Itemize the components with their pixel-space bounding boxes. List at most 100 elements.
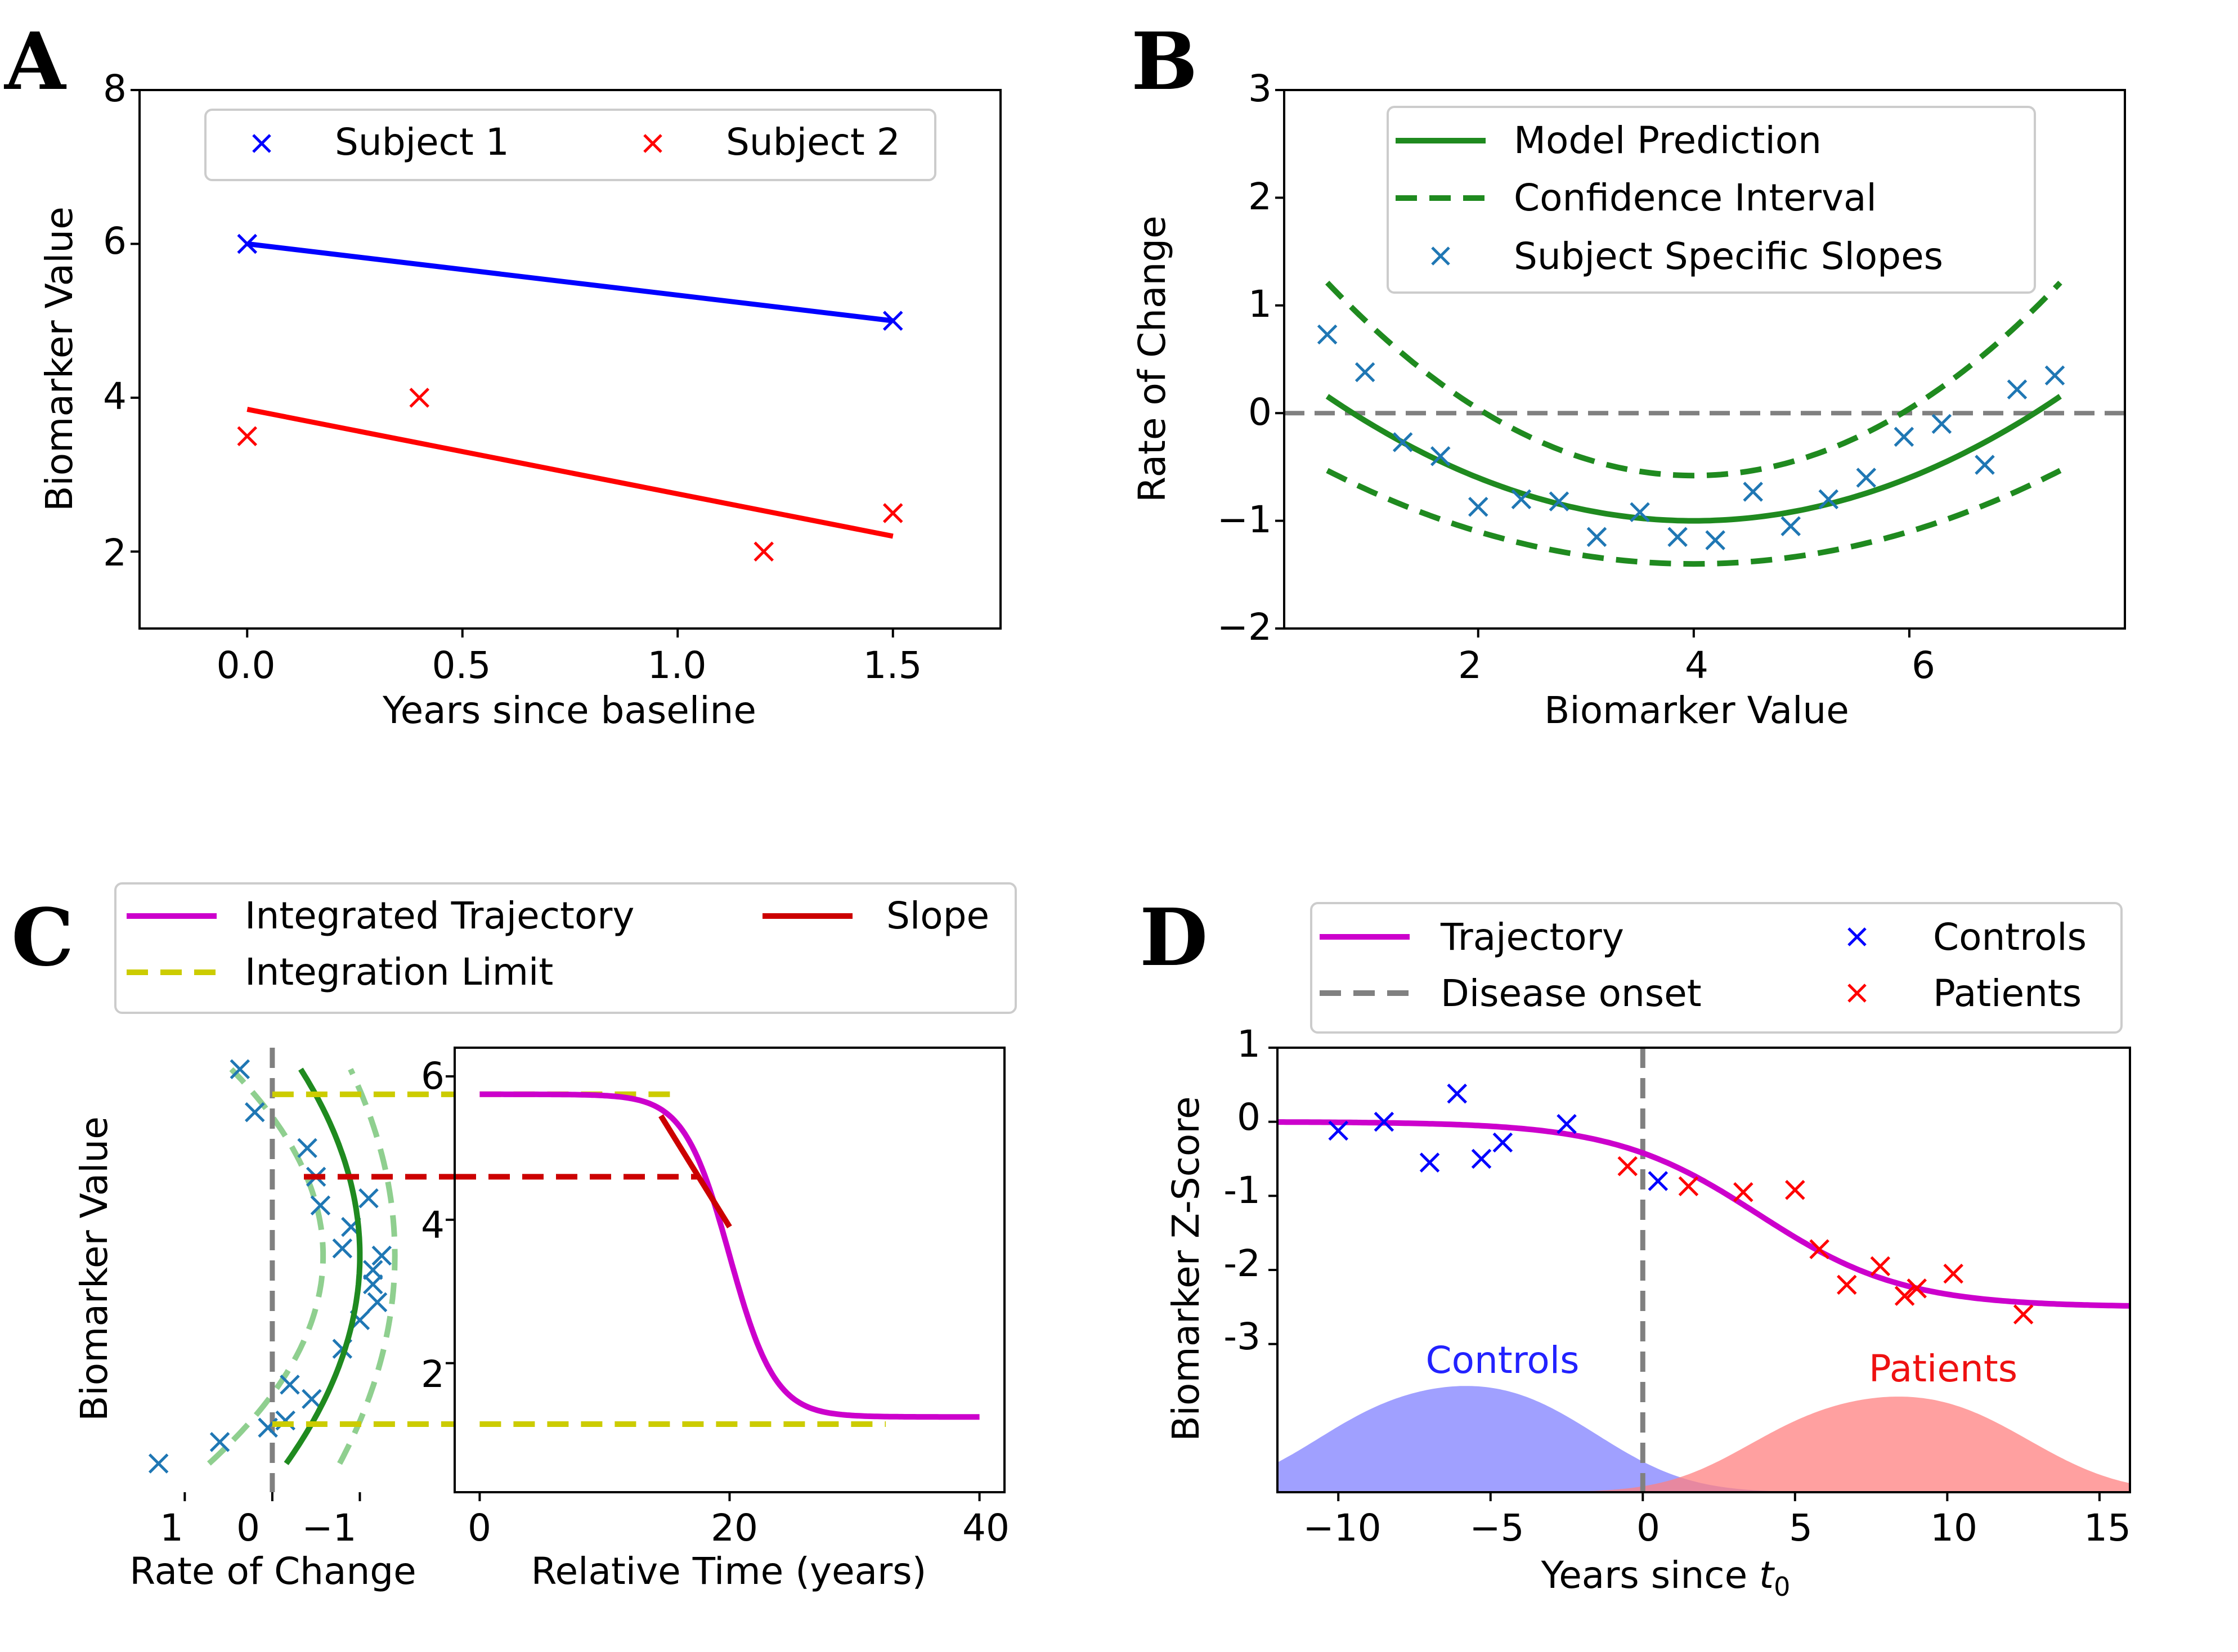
patients-density [1277, 1397, 2130, 1492]
legend-marker-patients [1847, 984, 1867, 1003]
panel-c-ytick-label: 2 [421, 1353, 445, 1396]
subject-slope-point-stroke [1392, 432, 1413, 452]
panel-a-xtick-label: 1.0 [648, 644, 707, 687]
subject-slope-point-stroke [1894, 427, 1914, 447]
panel-a-frame [138, 89, 1002, 630]
subject-slope-point-stroke [1355, 362, 1375, 383]
patient-point-stroke [1809, 1239, 1829, 1259]
panel-d-xtick-label: 10 [1930, 1506, 1977, 1550]
panel-c-letter: C [11, 892, 74, 984]
patient-point [1617, 1156, 1638, 1177]
control-point [1447, 1083, 1467, 1104]
data-point-subject-1 [882, 311, 903, 331]
data-point-subject-2 [409, 388, 430, 408]
panel-a-ytick-label: 8 [103, 67, 127, 110]
panel-d-legend-traj: Trajectory [1440, 915, 1624, 959]
subject-slope-point-stroke [367, 1292, 388, 1313]
control-point-stroke [1492, 1132, 1513, 1153]
integrated-trajectory-line [479, 1091, 980, 1420]
subject-slope-point-stroke [302, 1389, 322, 1409]
panel-b-legend-box [1387, 106, 2036, 294]
subject-slope-point-stroke [1780, 516, 1801, 536]
subject-slope-point-stroke [297, 1138, 317, 1159]
panel-b-legend: Model Prediction Confidence Interval Sub… [1387, 106, 2036, 294]
patient-point [1870, 1256, 1891, 1277]
subject-slope-point [358, 1188, 379, 1209]
subject-slope-point [1975, 455, 1995, 475]
control-point [1492, 1132, 1513, 1153]
patient-point-stroke [1943, 1263, 1963, 1284]
panel-c-ytick-label: 4 [421, 1204, 445, 1247]
panel-b-ticks: 3 2 1 0 −1 −2 2 4 6 [1217, 67, 1935, 687]
panel-d-xtick-label: −5 [1469, 1506, 1524, 1550]
panel-b-legend-model: Model Prediction [1514, 119, 1822, 162]
control-point-stroke [1557, 1114, 1577, 1134]
panel-d-legend-box [1310, 902, 2123, 1034]
panel-c-right-xtick-label: 20 [711, 1506, 758, 1550]
control-point [1419, 1152, 1440, 1173]
panel-a-legend-subject-1: Subject 1 [335, 120, 509, 164]
subject-slope-point-stroke [371, 1245, 392, 1266]
subject-slope-point [209, 1432, 230, 1452]
subject-slope-point [1705, 530, 1725, 550]
data-point-subject-2 [237, 426, 258, 446]
panel-c-right-plot [446, 1075, 981, 1501]
subject-slope-point-stroke [2007, 379, 2028, 399]
panel-d-ticks: 1 0 -1 -2 -3 −10 −5 0 5 10 15 [1223, 1022, 2131, 1550]
series-line-1 [246, 241, 894, 324]
panel-b-ytick-label: −1 [1217, 498, 1272, 541]
patient-point [1785, 1180, 1805, 1200]
subject-slope-point-stroke [148, 1453, 169, 1474]
subject-slope-point [230, 1059, 250, 1079]
subject-slope-point-stroke [1468, 496, 1488, 517]
subject-slope-point [371, 1245, 392, 1266]
subject-slope-point [2044, 365, 2065, 385]
legend-marker-controls [1847, 927, 1867, 946]
control-point-stroke [1328, 1120, 1348, 1141]
subject-slope-point [1511, 489, 1532, 510]
subject-slope-point [1780, 516, 1801, 536]
data-point-subject-2-stroke [409, 388, 430, 408]
panel-b-ylabel: Rate of Change [1131, 216, 1174, 502]
subject-slope-point-stroke [1856, 468, 1877, 488]
panel-a-ytick-label: 2 [103, 531, 127, 574]
patient-point-stroke [1785, 1180, 1805, 1200]
subject-slope-point-stroke [280, 1375, 300, 1395]
panel-d-xtick-label: 15 [2084, 1506, 2131, 1550]
subject-slope-point-stroke [310, 1195, 331, 1216]
patient-point-stroke [1678, 1176, 1699, 1196]
data-point-subject-2-stroke [754, 541, 774, 562]
subject-slope-point-stroke [1705, 530, 1725, 550]
panel-b: B 3 2 1 0 −1 −2 2 4 6 Biomarker Value Ra… [1131, 16, 2126, 732]
patient-point [1907, 1278, 1927, 1299]
subject-slope-point [363, 1260, 383, 1280]
data-point-subject-1 [237, 234, 258, 254]
subject-slope-point [2007, 379, 2028, 399]
patient-point-stroke [1617, 1156, 1638, 1177]
control-point [1557, 1114, 1577, 1134]
patient-point [2013, 1304, 2034, 1325]
panel-b-xlabel: Biomarker Value [1544, 689, 1849, 732]
subject-slope-point-stroke [209, 1432, 230, 1452]
subject-slope-point [1549, 491, 1569, 511]
panel-c: C Integrated Trajectory Slope Integratio… [11, 882, 1017, 1593]
subject-slope-point [1856, 468, 1877, 488]
subject-slope-point [367, 1292, 388, 1313]
patient-point [1837, 1274, 1857, 1295]
panel-d-ytick-label: -2 [1223, 1242, 1261, 1285]
control-point [1328, 1120, 1348, 1141]
panel-c-ylabel: Biomarker Value [73, 1116, 116, 1421]
patient-point-stroke [1894, 1286, 1915, 1306]
panel-c-legend-traj: Integrated Trajectory [245, 894, 634, 937]
series-line-2 [246, 406, 894, 539]
data-point-subject-2 [754, 541, 774, 562]
panel-d-plot-area [1268, 1047, 2131, 1501]
panel-a-xtick-label: 0.0 [217, 644, 276, 687]
subject-slope-point-stroke [1511, 489, 1532, 510]
control-point-stroke [1419, 1152, 1440, 1173]
panel-a-ytick-label: 4 [103, 375, 127, 418]
patient-point-stroke [1907, 1278, 1927, 1299]
subject-slope-point-stroke [230, 1059, 250, 1079]
panel-d-ytick-label: 0 [1237, 1096, 1261, 1139]
panel-c-right-xtick-label: 0 [468, 1506, 491, 1550]
